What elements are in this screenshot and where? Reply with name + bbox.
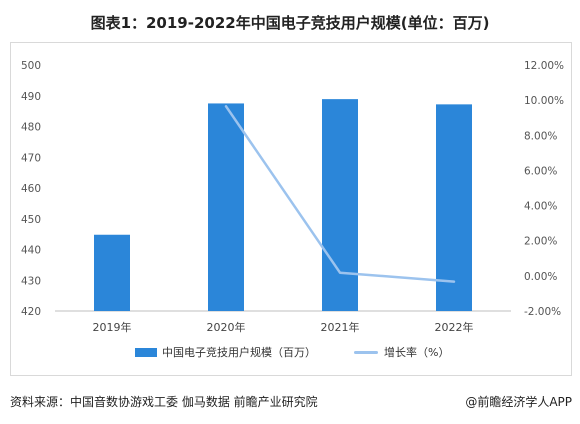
y-left-tick-label: 480 [21,122,41,134]
bar-users [94,234,130,311]
bar-users [208,103,244,311]
y-left-tick-label: 420 [21,306,41,318]
y-right-tick-label: -2.00% [524,306,561,318]
bar-users [436,104,472,311]
series-line-growth [224,105,456,283]
x-tick-label: 2019年 [93,320,132,334]
y-right-tick-label: 12.00% [524,60,564,72]
y-right-tick-label: 6.00% [524,165,557,177]
bar-users [322,99,358,311]
y-right-tick-label: 2.00% [524,236,557,248]
y-left-tick-label: 460 [21,183,41,195]
y-left-tick-label: 450 [21,214,41,226]
x-tick-label: 2022年 [435,320,474,334]
y-left-tick-label: 440 [21,245,41,257]
x-tick-label: 2021年 [321,320,360,334]
legend-item-users: 中国电子竞技用户规模（百万） [135,344,316,360]
y-left-tick-label: 490 [21,91,41,103]
y-right-tick-label: 10.00% [524,95,564,107]
y-right-tick-label: 8.00% [524,130,557,142]
legend-label-growth: 增长率（%） [384,346,450,359]
chart-svg: 420 430 440 450 460 470 480 490 500 -2.00% 0.00% 2.… [21,60,564,334]
y-left-tick-label: 470 [21,152,41,164]
legend-item-growth: 增长率（%） [354,344,449,360]
y-right-tick-label: 4.00% [524,201,557,213]
legend-label-users: 中国电子竞技用户规模（百万） [162,346,316,359]
chart-frame: 420 430 440 450 460 470 480 490 500 -2.00% 0.00% 2.… [10,42,572,376]
chart-title: 图表1：2019-2022年中国电子竞技用户规模(单位：百万) [90,14,490,32]
y-left-tick-label: 430 [21,275,41,287]
y-right-tick-label: 0.00% [524,271,557,283]
legend-swatch-line [354,350,378,354]
brand-credit: @前瞻经济学人APP [465,395,572,409]
x-tick-label: 2020年 [207,320,246,334]
legend-swatch-bar [135,347,157,357]
y-left-tick-label: 500 [21,60,41,72]
source-note: 资料来源：中国音数协游戏工委 伽马数据 前瞻产业研究院 [10,395,318,409]
